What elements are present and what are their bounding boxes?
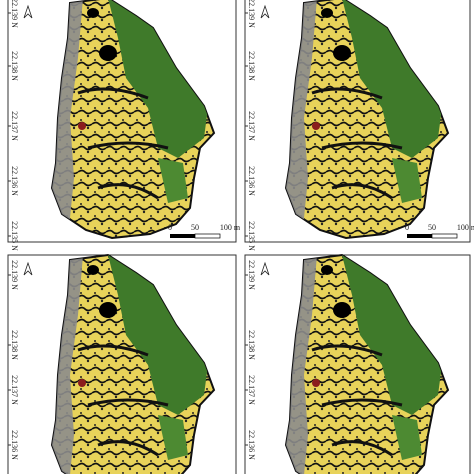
latitude-label: 22.138 N bbox=[247, 51, 256, 81]
latitude-label: 22.136 N bbox=[247, 166, 256, 196]
latitude-label: 22.137 N bbox=[247, 111, 256, 141]
latitude-label: 22.136 N bbox=[247, 430, 256, 460]
north-arrow bbox=[260, 261, 270, 276]
scale-label: 50 bbox=[191, 223, 199, 232]
latitude-label: 22.137 N bbox=[10, 111, 19, 141]
map-panel: 22.139 N 22.138 N 22.137 N 22.136 N bbox=[7, 255, 237, 474]
map-panel: 22.139 N 22.138 N 22.137 N 22.136 N bbox=[244, 255, 471, 474]
scale-bar bbox=[431, 233, 458, 239]
latitude-label: 22.138 N bbox=[247, 330, 256, 360]
map-panel: 22.139 N 22.138 N 22.137 N 22.136 N 22.135 N… bbox=[244, 0, 474, 251]
latitude-label: 22.139 N bbox=[247, 0, 256, 28]
scale-label: 0 bbox=[168, 223, 172, 232]
scale-label: 50 bbox=[428, 223, 436, 232]
latitude-label: 22.139 N bbox=[10, 260, 19, 290]
scale-bar bbox=[407, 234, 432, 238]
latitude-label: 22.135 N bbox=[247, 221, 256, 251]
scale-bar bbox=[194, 233, 221, 239]
latitude-label: 22.136 N bbox=[10, 166, 19, 196]
latitude-label: 22.138 N bbox=[10, 330, 19, 360]
scale-label: 100 m bbox=[220, 223, 241, 232]
scale-bar bbox=[170, 234, 195, 238]
north-arrow bbox=[23, 4, 33, 19]
latitude-label: 22.136 N bbox=[10, 430, 19, 460]
latitude-label: 22.137 N bbox=[10, 375, 19, 405]
scale-label: 100 m bbox=[457, 223, 474, 232]
latitude-label: 22.137 N bbox=[247, 375, 256, 405]
latitude-label: 22.138 N bbox=[10, 51, 19, 81]
latitude-label: 22.139 N bbox=[10, 0, 19, 28]
latitude-label: 22.139 N bbox=[247, 260, 256, 290]
latitude-label: 22.135 N bbox=[10, 221, 19, 251]
north-arrow bbox=[23, 261, 33, 276]
scale-label: 0 bbox=[405, 223, 409, 232]
map-panel: 22.139 N 22.138 N 22.137 N 22.136 N 22.135 N… bbox=[7, 0, 241, 251]
north-arrow bbox=[260, 4, 270, 19]
